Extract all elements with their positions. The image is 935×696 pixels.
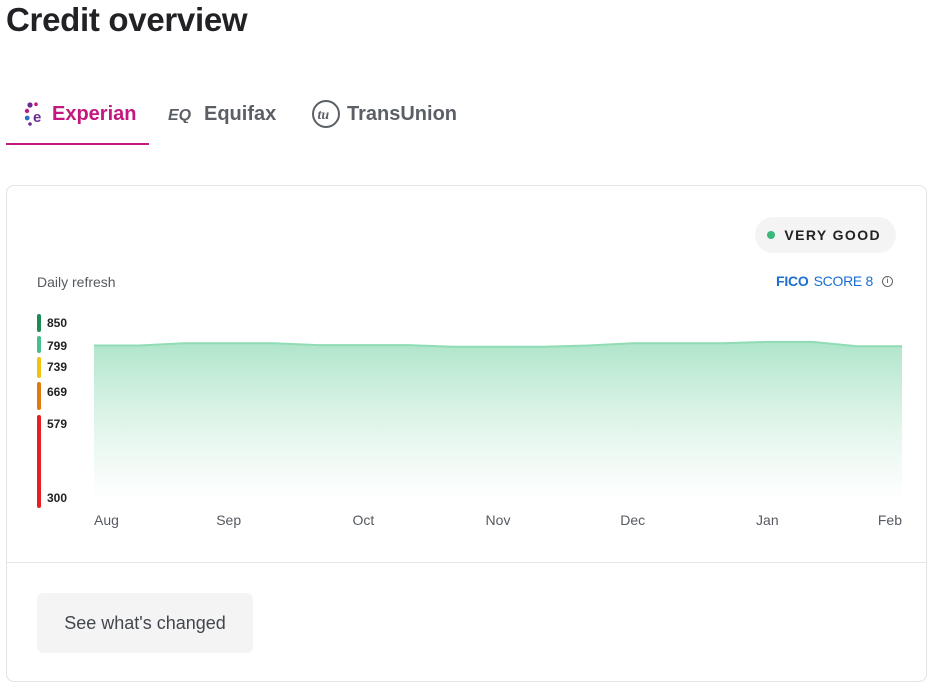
x-axis-label: Nov	[486, 512, 511, 528]
rating-badge: VERY GOOD	[755, 217, 896, 253]
score-band-label: 579	[47, 417, 67, 431]
score-band-bar	[37, 336, 41, 353]
active-tab-indicator	[6, 143, 149, 145]
page-title: Credit overview	[6, 1, 248, 38]
svg-text:e: e	[33, 109, 41, 126]
credit-score-card: VERY GOOD Daily refresh FICO SCORE 8 i 85…	[6, 185, 927, 682]
bureau-tabs: e Experian EQ Equifax tu TransUnion	[6, 84, 466, 146]
score-line	[94, 340, 902, 348]
x-axis-label: Oct	[352, 512, 374, 528]
rating-status-dot	[767, 231, 776, 239]
x-axis-label: Jan	[756, 512, 779, 528]
score-band-label: 300	[47, 491, 67, 505]
x-axis-label: Feb	[878, 512, 902, 528]
tab-transunion[interactable]: tu TransUnion	[311, 84, 457, 144]
equifax-logo-icon: EQ	[168, 105, 198, 123]
x-axis-label: Sep	[216, 512, 241, 528]
fico-score-label: FICO SCORE 8 i	[776, 273, 893, 289]
card-divider	[7, 562, 926, 563]
refresh-label: Daily refresh	[37, 274, 116, 290]
fico-brand: FICO	[775, 273, 809, 289]
svg-text:EQ: EQ	[168, 107, 192, 123]
score-band-bar	[37, 415, 41, 508]
score-band-label: 669	[47, 385, 67, 399]
x-axis-label: Aug	[94, 512, 119, 528]
score-band-label: 850	[47, 316, 67, 330]
score-band-bar	[37, 314, 41, 332]
score-band-bar	[37, 382, 41, 410]
tab-transunion-label: TransUnion	[347, 102, 458, 125]
tab-experian-label: Experian	[52, 102, 137, 125]
score-band-bar	[37, 357, 41, 378]
score-band-label: 739	[47, 360, 67, 374]
score-area	[94, 341, 902, 502]
score-history-chart: 850 799 739 669 579 300 Aug Sep Oct Nov Dec Jan Feb	[37, 314, 902, 528]
tab-equifax-label: Equifax	[204, 102, 277, 125]
transunion-logo-icon: tu	[311, 99, 341, 129]
svg-text:tu: tu	[318, 108, 330, 123]
tab-experian[interactable]: e Experian	[24, 84, 136, 144]
x-axis-label: Dec	[620, 512, 645, 528]
fico-score-version: SCORE 8	[813, 273, 874, 289]
experian-logo-icon: e	[24, 101, 46, 127]
rating-label: VERY GOOD	[784, 227, 881, 243]
info-icon[interactable]: i	[882, 275, 893, 287]
score-band-label: 799	[47, 339, 67, 353]
tab-equifax[interactable]: EQ Equifax	[168, 84, 276, 144]
see-whats-changed-button[interactable]: See what's changed	[37, 593, 253, 653]
